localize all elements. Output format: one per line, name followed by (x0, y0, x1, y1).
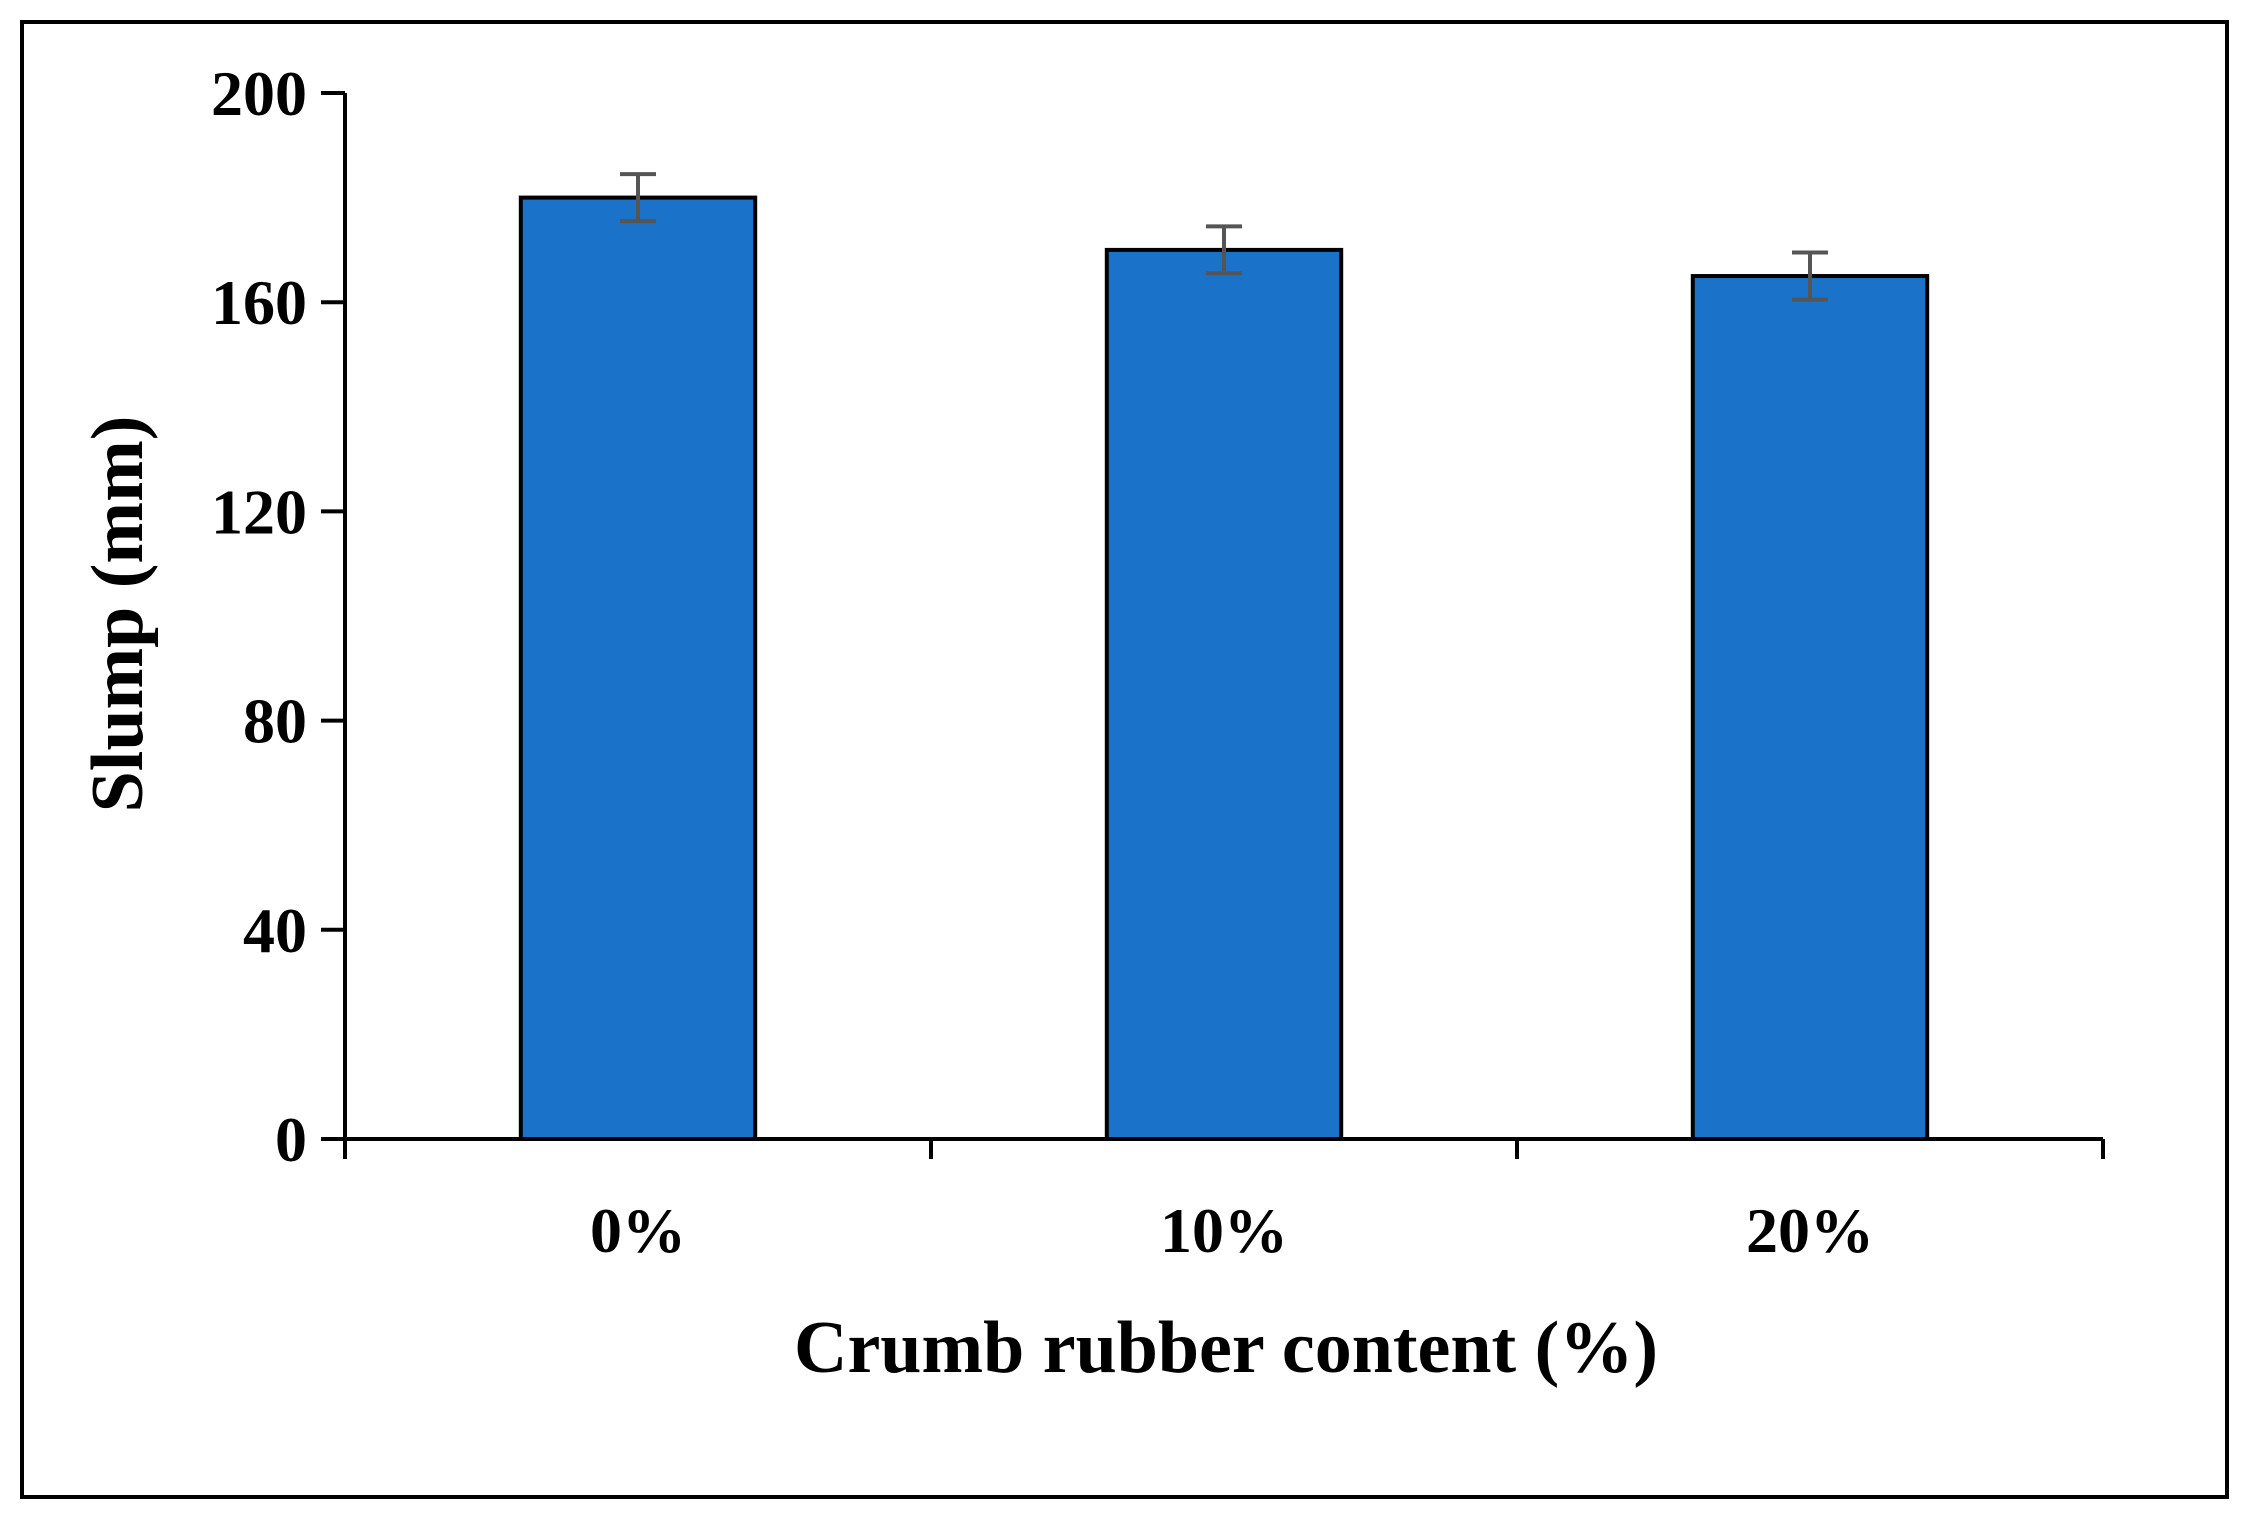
bar (1104, 247, 1344, 1141)
x-tick-label: 0% (590, 1195, 686, 1266)
y-axis-title: Slump (mm) (77, 416, 159, 813)
y-tick-label: 120 (211, 476, 307, 547)
bar (518, 195, 758, 1142)
y-tick-label: 40 (243, 895, 307, 966)
x-tick-label: 20% (1746, 1195, 1874, 1266)
x-tick-label: 10% (1160, 1195, 1288, 1266)
plot-area: 0 40 80 120 160 200 0% 10% 20% (211, 58, 2105, 1266)
x-axis-title: Crumb rubber content (%) (794, 1307, 1658, 1389)
y-tick-label: 0 (275, 1104, 307, 1175)
y-tick-label: 200 (211, 58, 307, 129)
y-tick-label: 160 (211, 267, 307, 338)
y-tick-label: 80 (243, 686, 307, 757)
bar (1690, 274, 1930, 1141)
